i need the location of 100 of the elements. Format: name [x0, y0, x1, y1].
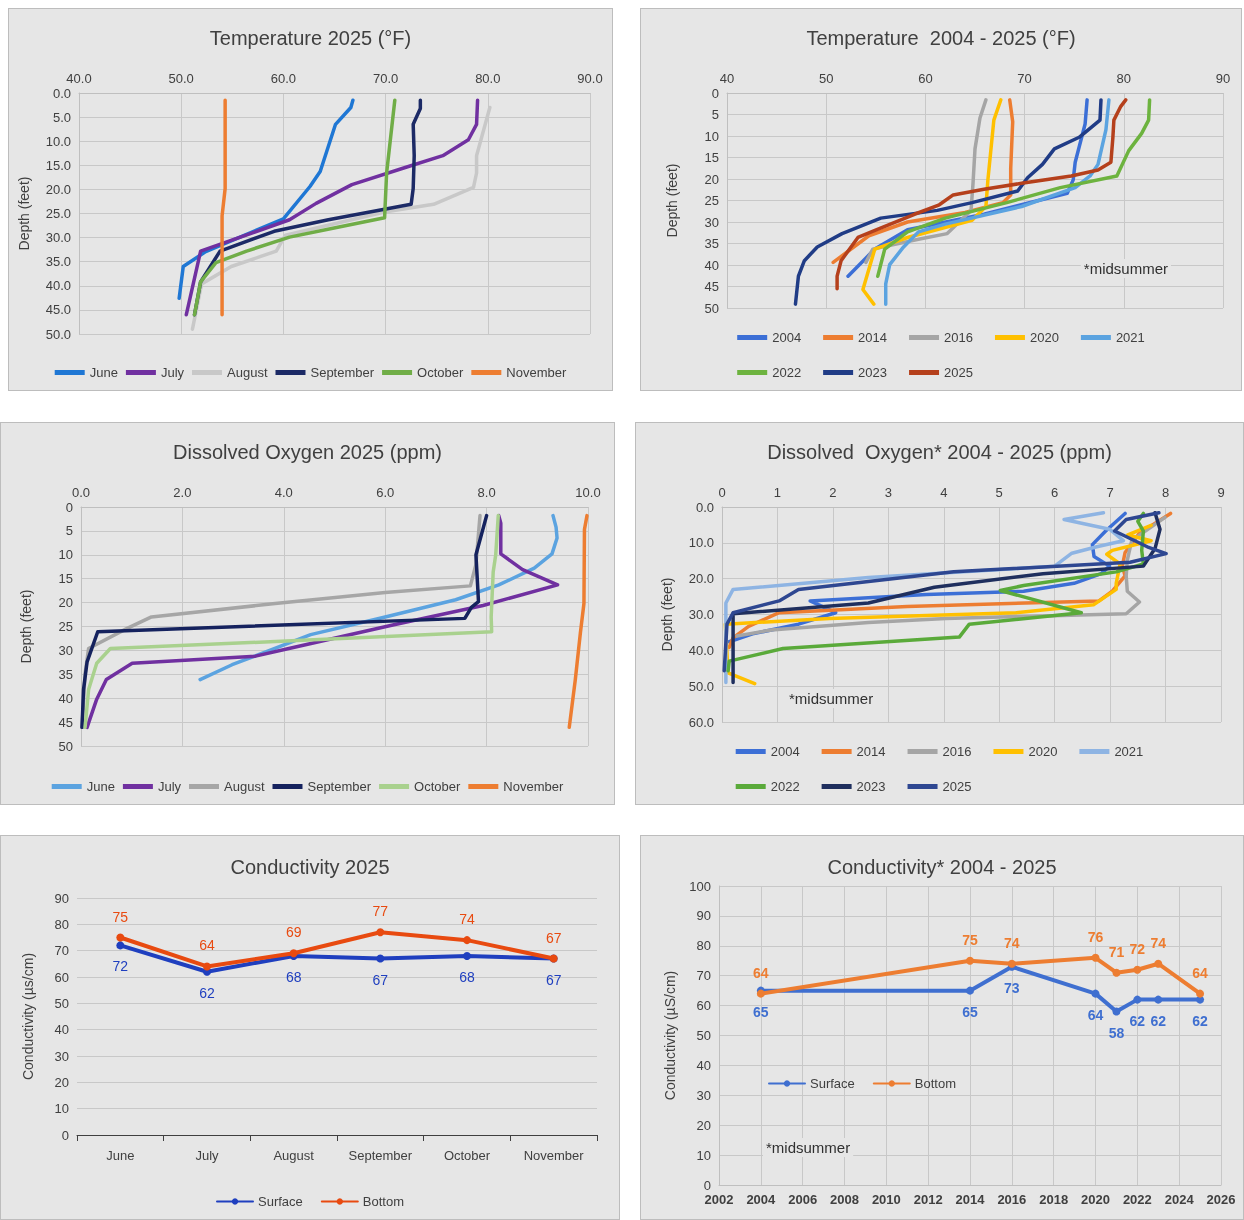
y-tick-label: 50 — [704, 300, 719, 316]
y-tick-label: 35 — [58, 666, 73, 682]
y-tick-label: 40.0 — [688, 642, 714, 658]
x-tick-label: 50 — [818, 71, 834, 86]
data-label: 75 — [112, 908, 129, 925]
annotation: *midsummer — [766, 1139, 851, 1156]
y-tick-label: 40 — [58, 690, 73, 706]
x-tick-label: 2012 — [913, 1192, 943, 1207]
y-tick-label: 45 — [704, 279, 719, 294]
legend-label: 2014 — [856, 744, 886, 759]
y-tick-label: 60 — [696, 998, 711, 1014]
x-tick-label: 3 — [884, 485, 892, 500]
x-tick-label: 5 — [995, 485, 1003, 500]
chart-title: Temperature 2004 - 2025 (°F) — [806, 27, 1076, 49]
x-tick-label: 1 — [773, 485, 782, 500]
y-tick-label: 70 — [54, 943, 69, 959]
data-label: 65 — [753, 1003, 769, 1020]
data-label: 71 — [1108, 943, 1125, 960]
data-label: 74 — [459, 911, 475, 928]
legend-label: June — [86, 779, 115, 794]
data-label: 64 — [199, 937, 215, 954]
y-tick-label: 15.0 — [45, 157, 71, 173]
y-tick-label: 80 — [54, 916, 69, 932]
y-tick-label: 10 — [704, 128, 719, 144]
y-tick-label: 0 — [703, 1177, 711, 1193]
x-tick-label: 9 — [1217, 485, 1225, 500]
legend-label: 2021 — [1115, 330, 1145, 345]
x-tick-label: 2022 — [1122, 1192, 1152, 1207]
y-tick-label: 50 — [696, 1028, 711, 1043]
data-label: 68 — [459, 968, 475, 985]
x-tick-label: 2008 — [830, 1192, 859, 1207]
x-tick-label: 2026 — [1206, 1192, 1236, 1207]
x-tick-label: 2018 — [1039, 1192, 1069, 1207]
y-tick-label: 10.0 — [688, 535, 714, 551]
y-tick-label: 10 — [696, 1147, 711, 1163]
x-tick-label: September — [348, 1148, 413, 1163]
y-axis-title: Conductivity (µs/cm) — [20, 952, 36, 1081]
data-label: 62 — [1150, 1012, 1167, 1029]
y-tick-label: 0.0 — [52, 85, 71, 101]
legend-label: 2022 — [772, 365, 802, 380]
y-axis-title: Depth (feet) — [664, 163, 680, 238]
y-tick-label: 50 — [58, 738, 73, 754]
y-tick-label: 10 — [54, 1101, 69, 1117]
y-tick-label: 20.0 — [688, 571, 714, 587]
y-tick-label: 35.0 — [45, 254, 71, 270]
data-label: 65 — [962, 1003, 978, 1020]
legend-label: 2022 — [770, 779, 800, 794]
legend-label: August — [227, 365, 268, 380]
y-tick-label: 60 — [54, 969, 69, 985]
data-label: 67 — [545, 929, 562, 946]
data-label: 72 — [112, 958, 129, 975]
y-tick-label: 20 — [704, 171, 719, 187]
y-tick-label: 15 — [58, 571, 73, 587]
data-label: 58 — [1108, 1024, 1125, 1041]
legend-label: September — [307, 779, 372, 794]
y-tick-label: 10 — [58, 547, 73, 563]
legend-label: August — [224, 779, 265, 794]
x-tick-label: 90 — [1215, 71, 1231, 86]
legend-label: November — [506, 365, 567, 380]
x-tick-label: July — [195, 1148, 220, 1163]
y-tick-label: 0 — [65, 499, 73, 515]
x-tick-label: 2002 — [704, 1192, 734, 1207]
data-label: 64 — [1192, 964, 1209, 981]
x-tick-label: 2016 — [997, 1192, 1027, 1207]
y-tick-label: 20 — [58, 595, 73, 611]
data-label: 69 — [285, 924, 302, 941]
x-tick-label: 4 — [940, 485, 948, 500]
legend-label: 2023 — [856, 779, 886, 794]
chart-title: Dissolved Oxygen 2025 (ppm) — [172, 441, 443, 463]
data-label: 75 — [962, 931, 978, 948]
y-tick-label: 5 — [65, 523, 73, 539]
x-tick-label: 70.0 — [372, 71, 399, 86]
y-tick-label: 50.0 — [45, 326, 71, 342]
y-tick-label: 20 — [696, 1117, 711, 1133]
legend-label: 2016 — [944, 330, 973, 345]
y-tick-label: 80 — [696, 938, 711, 954]
y-tick-label: 40 — [704, 257, 719, 273]
data-label: 77 — [372, 903, 389, 920]
chart-title: Conductivity 2025 — [230, 856, 390, 878]
y-tick-label: 25.0 — [45, 206, 71, 221]
x-tick-label: 50.0 — [168, 71, 194, 86]
y-tick-label: 0.0 — [695, 499, 714, 515]
legend-label: 2025 — [942, 779, 972, 794]
x-tick-label: 70 — [1017, 71, 1032, 86]
legend-label: 2023 — [858, 365, 888, 380]
chart-title: Temperature 2025 (°F) — [209, 27, 412, 49]
x-tick-label: 2 — [829, 485, 837, 500]
data-label: 62 — [1192, 1012, 1209, 1029]
x-tick-label: 2010 — [871, 1192, 901, 1207]
legend-label: 2014 — [858, 330, 888, 345]
data-label: 64 — [1087, 1006, 1104, 1023]
y-tick-label: 90 — [696, 908, 711, 924]
x-tick-label: November — [523, 1148, 585, 1163]
x-tick-label: 2014 — [955, 1192, 986, 1207]
x-tick-label: 6 — [1051, 485, 1059, 500]
x-tick-label: October — [443, 1148, 491, 1163]
legend-label: 2004 — [770, 744, 800, 759]
x-tick-label: 2004 — [746, 1192, 777, 1207]
y-tick-label: 20.0 — [45, 181, 71, 197]
data-label: 76 — [1087, 928, 1104, 945]
